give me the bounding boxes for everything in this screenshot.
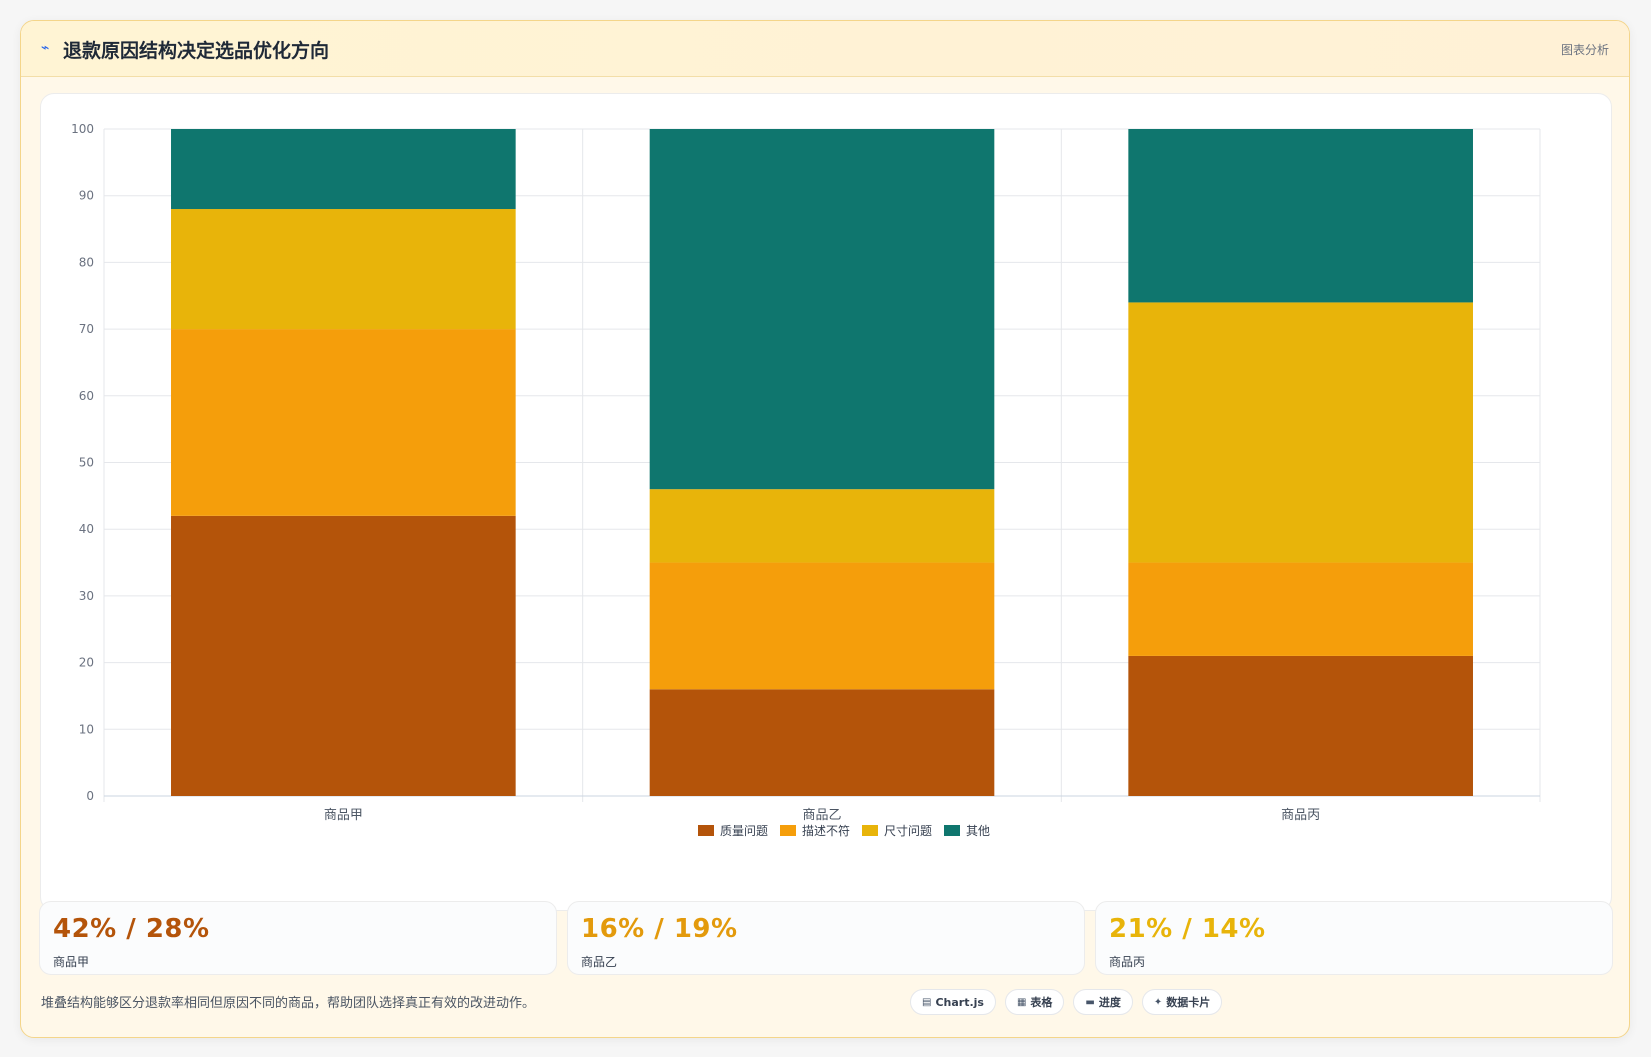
card-header: ⌁ 退款原因结构决定选品优化方向 图表分析 [21, 21, 1629, 77]
legend-swatch [862, 825, 878, 836]
chip-progress[interactable]: ▬ 进度 [1073, 989, 1133, 1015]
stat-label: 商品丙 [1109, 955, 1146, 969]
chip-table[interactable]: ▦ 表格 [1004, 989, 1065, 1015]
chip-label: Chart.js [935, 995, 984, 1009]
card-tag: 图表分析 [1560, 43, 1609, 57]
table-icon: ▦ [1016, 996, 1027, 1008]
chip-group: ▤ Chart.js ▦ 表格 ▬ 进度 ✦ 数据卡片 [910, 989, 1223, 1015]
legend-swatch [780, 825, 796, 836]
stat-label: 商品甲 [53, 955, 90, 969]
bar-segment-2-0 [1128, 655, 1473, 796]
x-tick-label: 商品丙 [1281, 808, 1320, 823]
bar-segment-2-1 [1128, 562, 1473, 656]
stat-card-1: 42% / 28% 商品甲 [39, 901, 557, 975]
y-tick-label: 100 [71, 122, 94, 136]
y-tick-label: 50 [79, 456, 94, 470]
bar-segment-2-2 [1128, 302, 1473, 563]
legend-swatch [944, 825, 960, 836]
progress-icon: ▬ [1085, 996, 1095, 1008]
chip-label: 表格 [1030, 996, 1053, 1009]
chip-data-card[interactable]: ✦ 数据卡片 [1141, 989, 1223, 1015]
y-tick-label: 40 [79, 522, 94, 536]
chip-chartjs[interactable]: ▤ Chart.js [910, 989, 996, 1015]
chart-icon: ⌁ [41, 40, 50, 56]
card-title: 退款原因结构决定选品优化方向 [63, 40, 330, 62]
x-tick-label: 商品甲 [324, 808, 363, 823]
chip-label: 数据卡片 [1166, 996, 1211, 1009]
chart-container: 0 10 20 30 40 50 60 70 80 90 100 商品甲 商品乙 商品丙质量问题 描述不符 尺… [40, 93, 1612, 911]
chart-icon: ▤ [922, 996, 932, 1008]
chip-label: 进度 [1098, 996, 1121, 1009]
stat-card-2: 16% / 19% 商品乙 [567, 901, 1085, 975]
bar-segment-1-2 [649, 489, 995, 563]
y-tick-label: 10 [79, 722, 94, 736]
stat-value: 21% / 14% [1109, 914, 1266, 944]
legend-label: 描述不符 [802, 823, 850, 838]
legend-label: 其他 [966, 824, 990, 838]
bar-segment-0-0 [171, 515, 516, 796]
bar-segment-0-1 [171, 329, 516, 516]
bar-segment-0-3 [171, 129, 516, 210]
y-tick-label: 90 [79, 189, 94, 203]
chart-card: ⌁ 退款原因结构决定选品优化方向 图表分析 0 10 20 30 40 50 60 70 80 9… [20, 20, 1630, 1038]
legend-label: 尺寸问题 [884, 824, 932, 838]
bar-segment-1-1 [649, 562, 995, 690]
bar-segment-2-3 [1128, 129, 1473, 303]
y-tick-label: 70 [79, 322, 94, 336]
bar-segment-1-3 [649, 129, 995, 490]
stat-value: 42% / 28% [53, 914, 210, 944]
y-tick-label: 80 [79, 255, 94, 269]
legend-swatch [698, 825, 714, 836]
bar-segment-0-2 [171, 209, 516, 330]
card-icon: ✦ [1153, 996, 1163, 1008]
y-tick-label: 0 [86, 789, 94, 803]
x-tick-label: 商品乙 [802, 808, 841, 823]
bar-segment-1-0 [649, 689, 995, 796]
y-tick-label: 20 [79, 656, 94, 670]
stat-label: 商品乙 [581, 955, 618, 969]
y-tick-label: 60 [79, 389, 94, 403]
stat-card-3: 21% / 14% 商品丙 [1095, 901, 1613, 975]
stat-value: 16% / 19% [581, 914, 738, 944]
footer-note: 堆叠结构能够区分退款率相同但原因不同的商品，帮助团队选择真正有效的改进动作。 [41, 996, 536, 1011]
legend-label: 质量问题 [720, 824, 768, 838]
y-tick-label: 30 [79, 589, 94, 603]
